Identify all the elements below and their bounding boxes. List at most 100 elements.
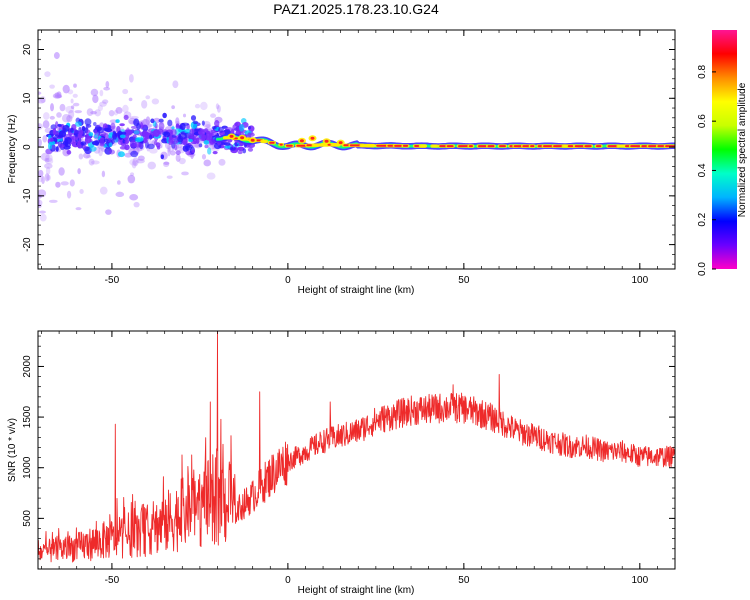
spectrogram-scatter-blob — [79, 189, 84, 194]
spectrogram-cluster-blob — [58, 143, 65, 149]
spectrogram-cluster-blob — [184, 128, 192, 134]
snr-xtick-label: -50 — [105, 575, 120, 586]
colorbar-tick-label: 0.8 — [697, 64, 708, 78]
spectrogram-cluster-blob — [204, 144, 209, 149]
spectrogram-scatter-blob — [147, 124, 152, 128]
spectrogram-scatter-blob — [70, 105, 75, 110]
spectrogram-xtick-label: 100 — [631, 275, 648, 286]
spectrogram-scatter-blob — [122, 88, 129, 95]
spectrogram-cluster-blob — [119, 145, 127, 150]
spectrogram-scatter-blob — [66, 190, 72, 199]
spectrogram-scatter-blob — [115, 106, 123, 114]
spectrogram-cluster-blob — [229, 146, 236, 151]
spectrogram-cluster-blob — [108, 149, 115, 155]
spectrogram-cluster-blob — [207, 147, 212, 155]
spectrogram-scatter-blob — [38, 203, 42, 209]
spectrogram-cluster-blob — [153, 140, 158, 146]
spectrogram-scatter-blob — [169, 150, 176, 156]
spectrogram-cluster-blob — [205, 130, 211, 135]
spectrogram-scatter-blob — [133, 201, 140, 208]
spectrogram-scatter-blob — [205, 124, 211, 128]
spectrogram-cluster-blob — [203, 140, 210, 145]
spectrogram-cluster-blob — [242, 148, 247, 154]
spectrogram-scatter-blob — [109, 119, 118, 124]
spectrogram-scatter-blob — [99, 186, 108, 195]
spectrogram-cluster-blob — [210, 129, 217, 134]
spectrogram-scatter-blob — [62, 84, 70, 94]
snr-xtick-label: 100 — [631, 575, 648, 586]
spectrogram-cluster-blob — [160, 154, 165, 160]
spectrogram-cluster-blob — [223, 142, 231, 146]
spectrogram-cluster-blob — [104, 128, 113, 133]
spectrogram-cluster-blob — [247, 147, 254, 152]
spectrogram-cluster-blob — [201, 120, 205, 126]
spectrogram-ytick-label: -10 — [22, 188, 33, 203]
spectrogram-scatter-blob — [201, 154, 207, 160]
spectrogram-scatter-blob — [129, 119, 134, 125]
spectrogram-scatter-blob — [117, 180, 121, 185]
spectrogram-scatter-blob — [92, 94, 99, 104]
spectrogram-cluster-blob — [175, 124, 180, 129]
spectrogram-ridge-blob-core — [338, 141, 343, 145]
spectrogram-cluster-blob — [57, 123, 62, 127]
spectrogram-cluster-blob — [88, 132, 94, 137]
spectrogram-scatter-blob — [86, 154, 92, 159]
spectrogram-cluster-blob — [54, 121, 59, 129]
spectrogram-cluster-blob — [93, 122, 97, 127]
spectrogram-cluster-blob — [64, 137, 72, 144]
snr-panel: -50 0 50 100 500 1000 1500 2000 Height of stra… — [7, 330, 676, 596]
spectrogram-ridge-blob-core — [250, 138, 255, 142]
spectrogram-xlabel: Height of straight line (km) — [298, 285, 415, 296]
spectrogram-scatter-blob — [115, 191, 125, 197]
spectrogram-scatter-blob — [105, 209, 112, 215]
spectrogram-cluster-blob — [224, 145, 232, 149]
snr-xtick-label: 0 — [285, 575, 291, 586]
spectrogram-cluster-blob — [110, 122, 116, 130]
spectrogram-scatter-blob — [127, 174, 136, 184]
spectrogram-scatter-blob — [94, 109, 101, 117]
spectrogram-cluster-blob — [55, 146, 59, 152]
spectrogram-scatter-blob — [69, 179, 75, 187]
spectrogram-scatter-blob — [73, 83, 77, 88]
spectrogram-scatter-blob — [167, 144, 171, 153]
spectrogram-cluster-blob — [170, 128, 177, 137]
spectrogram-scatter-blob — [38, 169, 44, 178]
spectrogram-cluster-blob — [47, 142, 53, 150]
spectrogram-cluster-blob — [188, 138, 193, 143]
spectrogram-cluster-blob — [197, 129, 206, 135]
spectrogram-cluster-blob — [225, 127, 233, 131]
spectrogram-scatter-blob — [72, 93, 78, 98]
colorbar-label: Normalized spectral amplitude — [737, 82, 748, 217]
spectrogram-ridge-blob-core — [310, 136, 315, 140]
spectrogram-cluster-blob — [111, 139, 115, 145]
spectrogram-cluster-blob — [158, 118, 164, 123]
spectrogram-cluster-blob — [192, 120, 199, 125]
spectrogram-scatter-blob — [44, 163, 53, 169]
spectrogram-cluster-blob — [77, 132, 83, 139]
spectrogram-scatter-blob — [40, 152, 50, 161]
spectrogram-cluster-blob — [74, 121, 82, 127]
spectrogram-cluster-blob — [171, 126, 175, 130]
snr-ytick-label: 2000 — [22, 355, 33, 378]
spectrogram-cluster-blob — [88, 138, 93, 143]
spectrogram-scatter-blob — [137, 155, 145, 161]
spectrogram-xtick-label: 50 — [458, 275, 470, 286]
spectrogram-ytick-label: 0 — [22, 144, 33, 150]
spectrogram-scatter-blob — [98, 147, 103, 157]
spectrogram-cluster-blob — [49, 137, 54, 142]
spectrogram-scatter-blob — [172, 80, 179, 89]
spectrogram-scatter-blob — [108, 110, 115, 117]
spectrogram-scatter-blob — [38, 198, 41, 206]
spectrogram-scatter-blob — [99, 101, 107, 107]
spectrogram-scatter-blob — [129, 194, 139, 201]
spectrogram-scatter-blob — [45, 166, 51, 175]
spectrogram-scatter-blob — [78, 153, 84, 160]
spectrogram-scatter-blob — [194, 103, 201, 109]
spectrogram-cluster-blob — [205, 133, 211, 141]
spectrogram-scatter-blob — [145, 95, 151, 100]
spectrogram-scatter-blob — [166, 175, 173, 179]
spectrogram-cluster-blob — [120, 131, 127, 136]
spectrogram-scatter-blob — [175, 117, 180, 126]
spectrogram-cluster-blob — [185, 143, 190, 151]
